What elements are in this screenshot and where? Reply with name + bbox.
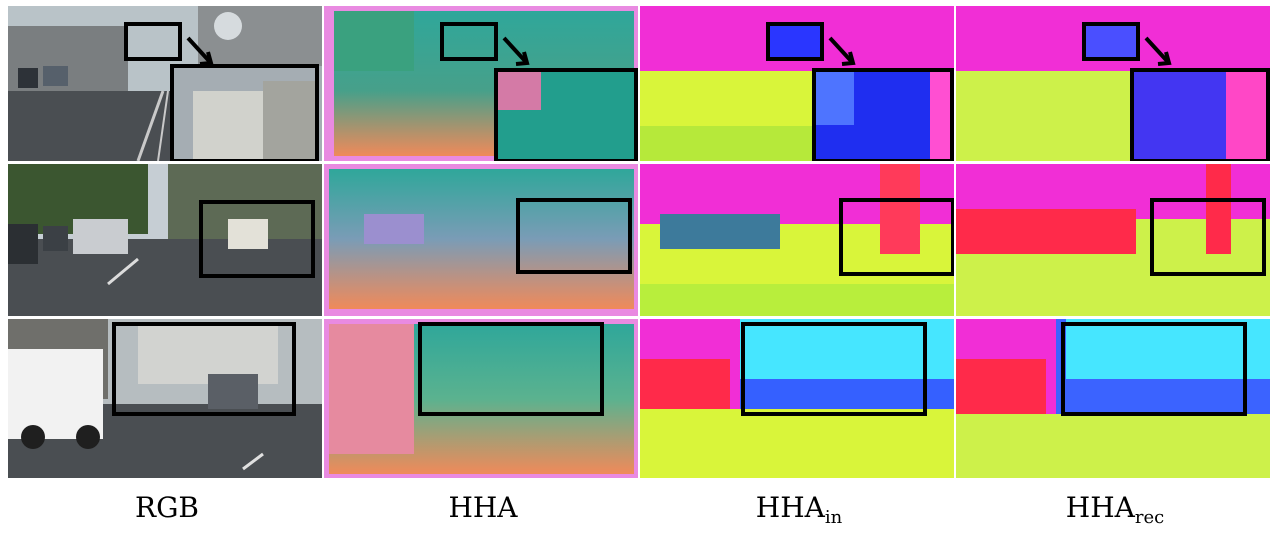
comparison-grid bbox=[8, 6, 1270, 478]
hha-image-row1 bbox=[324, 6, 638, 161]
hha-rec-image-row3 bbox=[956, 319, 1270, 478]
hha-in-image-row1 bbox=[640, 6, 954, 161]
caption-hha-in: HHAin bbox=[755, 491, 843, 529]
hha-rec-image-row2 bbox=[956, 164, 1270, 316]
caption-hha: HHA bbox=[448, 491, 518, 524]
hha-in-image-row3 bbox=[640, 319, 954, 478]
hha-image-row2 bbox=[324, 164, 638, 316]
hha-rec-image-row1 bbox=[956, 6, 1270, 161]
caption-rgb: RGB bbox=[134, 491, 200, 524]
rgb-image-row2 bbox=[8, 164, 322, 316]
rgb-image-row3 bbox=[8, 319, 322, 478]
rgb-image-row1 bbox=[8, 6, 322, 161]
caption-hha-rec: HHArec bbox=[1065, 491, 1165, 529]
hha-image-row3 bbox=[324, 319, 638, 478]
hha-in-image-row2 bbox=[640, 164, 954, 316]
